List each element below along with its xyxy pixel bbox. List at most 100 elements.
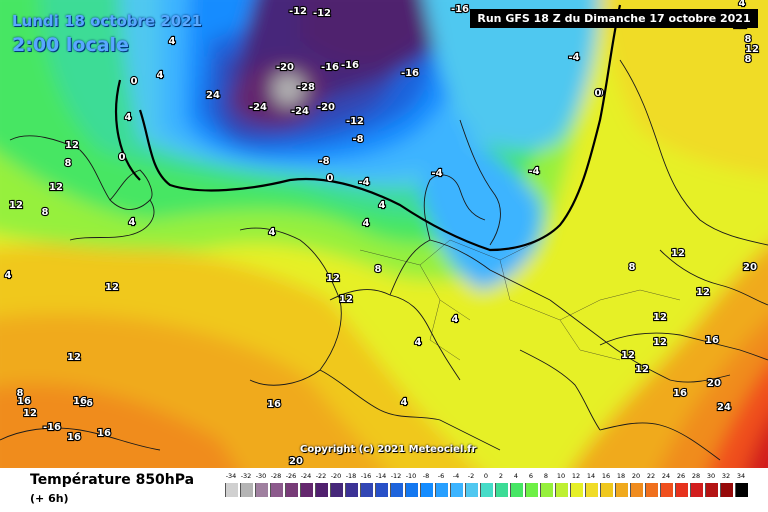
isotherm-value-label: 12: [635, 364, 649, 375]
scale-swatch: [285, 483, 298, 497]
isotherm-value-label: -12: [346, 116, 364, 127]
isotherm-value-label: 0: [131, 76, 138, 87]
coastlines: [0, 59, 768, 461]
scale-tick-label: 32: [721, 472, 731, 480]
isotherm-value-label: 12: [9, 200, 23, 211]
isotherm-value-label: 12: [65, 140, 79, 151]
isotherm-value-label: 12: [49, 182, 63, 193]
scale-tick-label: 4: [513, 472, 519, 480]
isotherm-value-label: -16: [451, 4, 469, 15]
scale-swatch: [225, 483, 238, 497]
scale-tick-label: -30: [255, 472, 267, 480]
scale-swatch: [645, 483, 658, 497]
isotherm-value-label: 4: [157, 70, 164, 81]
borders: [359, 239, 681, 361]
isotherm-value-label: 0: [119, 152, 126, 163]
isotherm-value-label: 0: [597, 88, 604, 99]
isotherm-value-label: -28: [297, 82, 315, 93]
variable-title: Température 850hPa: [30, 472, 195, 488]
scale-tick-label: -2: [467, 472, 475, 480]
isotherm-value-label: 16: [673, 388, 687, 399]
scale-tick-label: -14: [375, 472, 387, 480]
scale-tick-label: 20: [631, 472, 641, 480]
isotherm-value-label: -16: [401, 68, 419, 79]
isotherm-value-label: 12: [105, 282, 119, 293]
isotherm-value-label: 12: [653, 312, 667, 323]
isotherm-value-label: 4: [169, 36, 176, 47]
scale-tick-label: -24: [300, 472, 312, 480]
scale-swatch: [465, 483, 478, 497]
isotherm-value-label: -20: [276, 62, 294, 73]
scale-tick-label: 18: [616, 472, 626, 480]
scale-tick-label: -18: [345, 472, 357, 480]
scale-tick-label: 28: [691, 472, 701, 480]
isotherm-value-label: 8: [375, 264, 382, 275]
scale-tick-label: 6: [528, 472, 534, 480]
isotherm-value-label: -12: [289, 6, 307, 17]
scale-swatch: [450, 483, 463, 497]
scale-tick-label: 30: [706, 472, 716, 480]
scale-swatch: [240, 483, 253, 497]
isotherm-value-label: 16: [67, 432, 81, 443]
scale-tick-label: -34: [225, 472, 237, 480]
temperature-field: [0, 0, 768, 468]
scale-tick-label: -4: [452, 472, 460, 480]
scale-tick-label: -6: [437, 472, 445, 480]
isotherm-value-label: 12: [653, 337, 667, 348]
isotherm-value-label: -8: [318, 156, 329, 167]
isotherm-value-label: 16: [267, 399, 281, 410]
scale-swatch: [375, 483, 388, 497]
scale-tick-label: -8: [422, 472, 430, 480]
isotherm-value-label: 4: [401, 397, 408, 408]
isotherm-value-label: -24: [249, 102, 267, 113]
forecast-step: (+ 6h): [30, 492, 69, 505]
isotherm-value-label: 8: [65, 158, 72, 169]
isotherm-value-label: 4: [5, 270, 12, 281]
isotherm-value-label: 16: [73, 396, 87, 407]
scale-swatch: [720, 483, 733, 497]
scale-swatch: [525, 483, 538, 497]
isotherm-value-label: 4: [125, 112, 132, 123]
isotherm-value-label: 12: [745, 44, 759, 55]
isotherm-value-label: -8: [352, 134, 363, 145]
isotherm-value-label: 8: [745, 34, 752, 45]
scale-swatch: [600, 483, 613, 497]
isotherm-value-label: -16: [341, 60, 359, 71]
isotherm-value-label: -4: [358, 177, 369, 188]
isotherm-value-label: 8: [17, 388, 24, 399]
isotherm-value-label: 12: [621, 350, 635, 361]
isotherm-value-label: 20: [707, 378, 721, 389]
isotherm-value-label: 20: [743, 262, 757, 273]
isotherm-value-label: 12: [326, 273, 340, 284]
scale-tick-label: -32: [240, 472, 252, 480]
scale-tick-label: -12: [390, 472, 402, 480]
isotherm-value-label: 20: [289, 456, 303, 467]
isotherm-value-label: 16: [705, 335, 719, 346]
isotherm-value-label: 4: [379, 200, 386, 211]
isotherm-value-label: -16: [321, 62, 339, 73]
scale-swatch: [585, 483, 598, 497]
isotherm-value-label: 4: [452, 314, 459, 325]
scale-swatch: [420, 483, 433, 497]
isotherm-value-label: 24: [206, 90, 220, 101]
isotherm-value-label: -4: [431, 168, 442, 179]
scale-swatch: [330, 483, 343, 497]
scale-tick-label: 12: [571, 472, 581, 480]
scale-swatch: [540, 483, 553, 497]
isotherm-value-label: 0: [595, 88, 602, 99]
scale-swatch: [300, 483, 313, 497]
isotherm-value-label: -20: [317, 102, 335, 113]
scale-tick-label: -28: [270, 472, 282, 480]
legend-footer: Température 850hPa (+ 6h) -34 -32 -30 -28 -2…: [0, 468, 768, 512]
scale-swatch: [255, 483, 268, 497]
isotherm-value-label: -4: [568, 52, 579, 63]
forecast-time: 2:00 locale: [12, 34, 129, 56]
isotherm-value-label: 4: [129, 217, 136, 228]
scale-swatch: [435, 483, 448, 497]
copyright-text: Copyright (c) 2021 Meteociel.fr: [300, 444, 477, 455]
scale-swatch: [405, 483, 418, 497]
scale-swatch: [705, 483, 718, 497]
scale-tick-label: 8: [543, 472, 549, 480]
isotherm-value-label: 8: [745, 54, 752, 65]
